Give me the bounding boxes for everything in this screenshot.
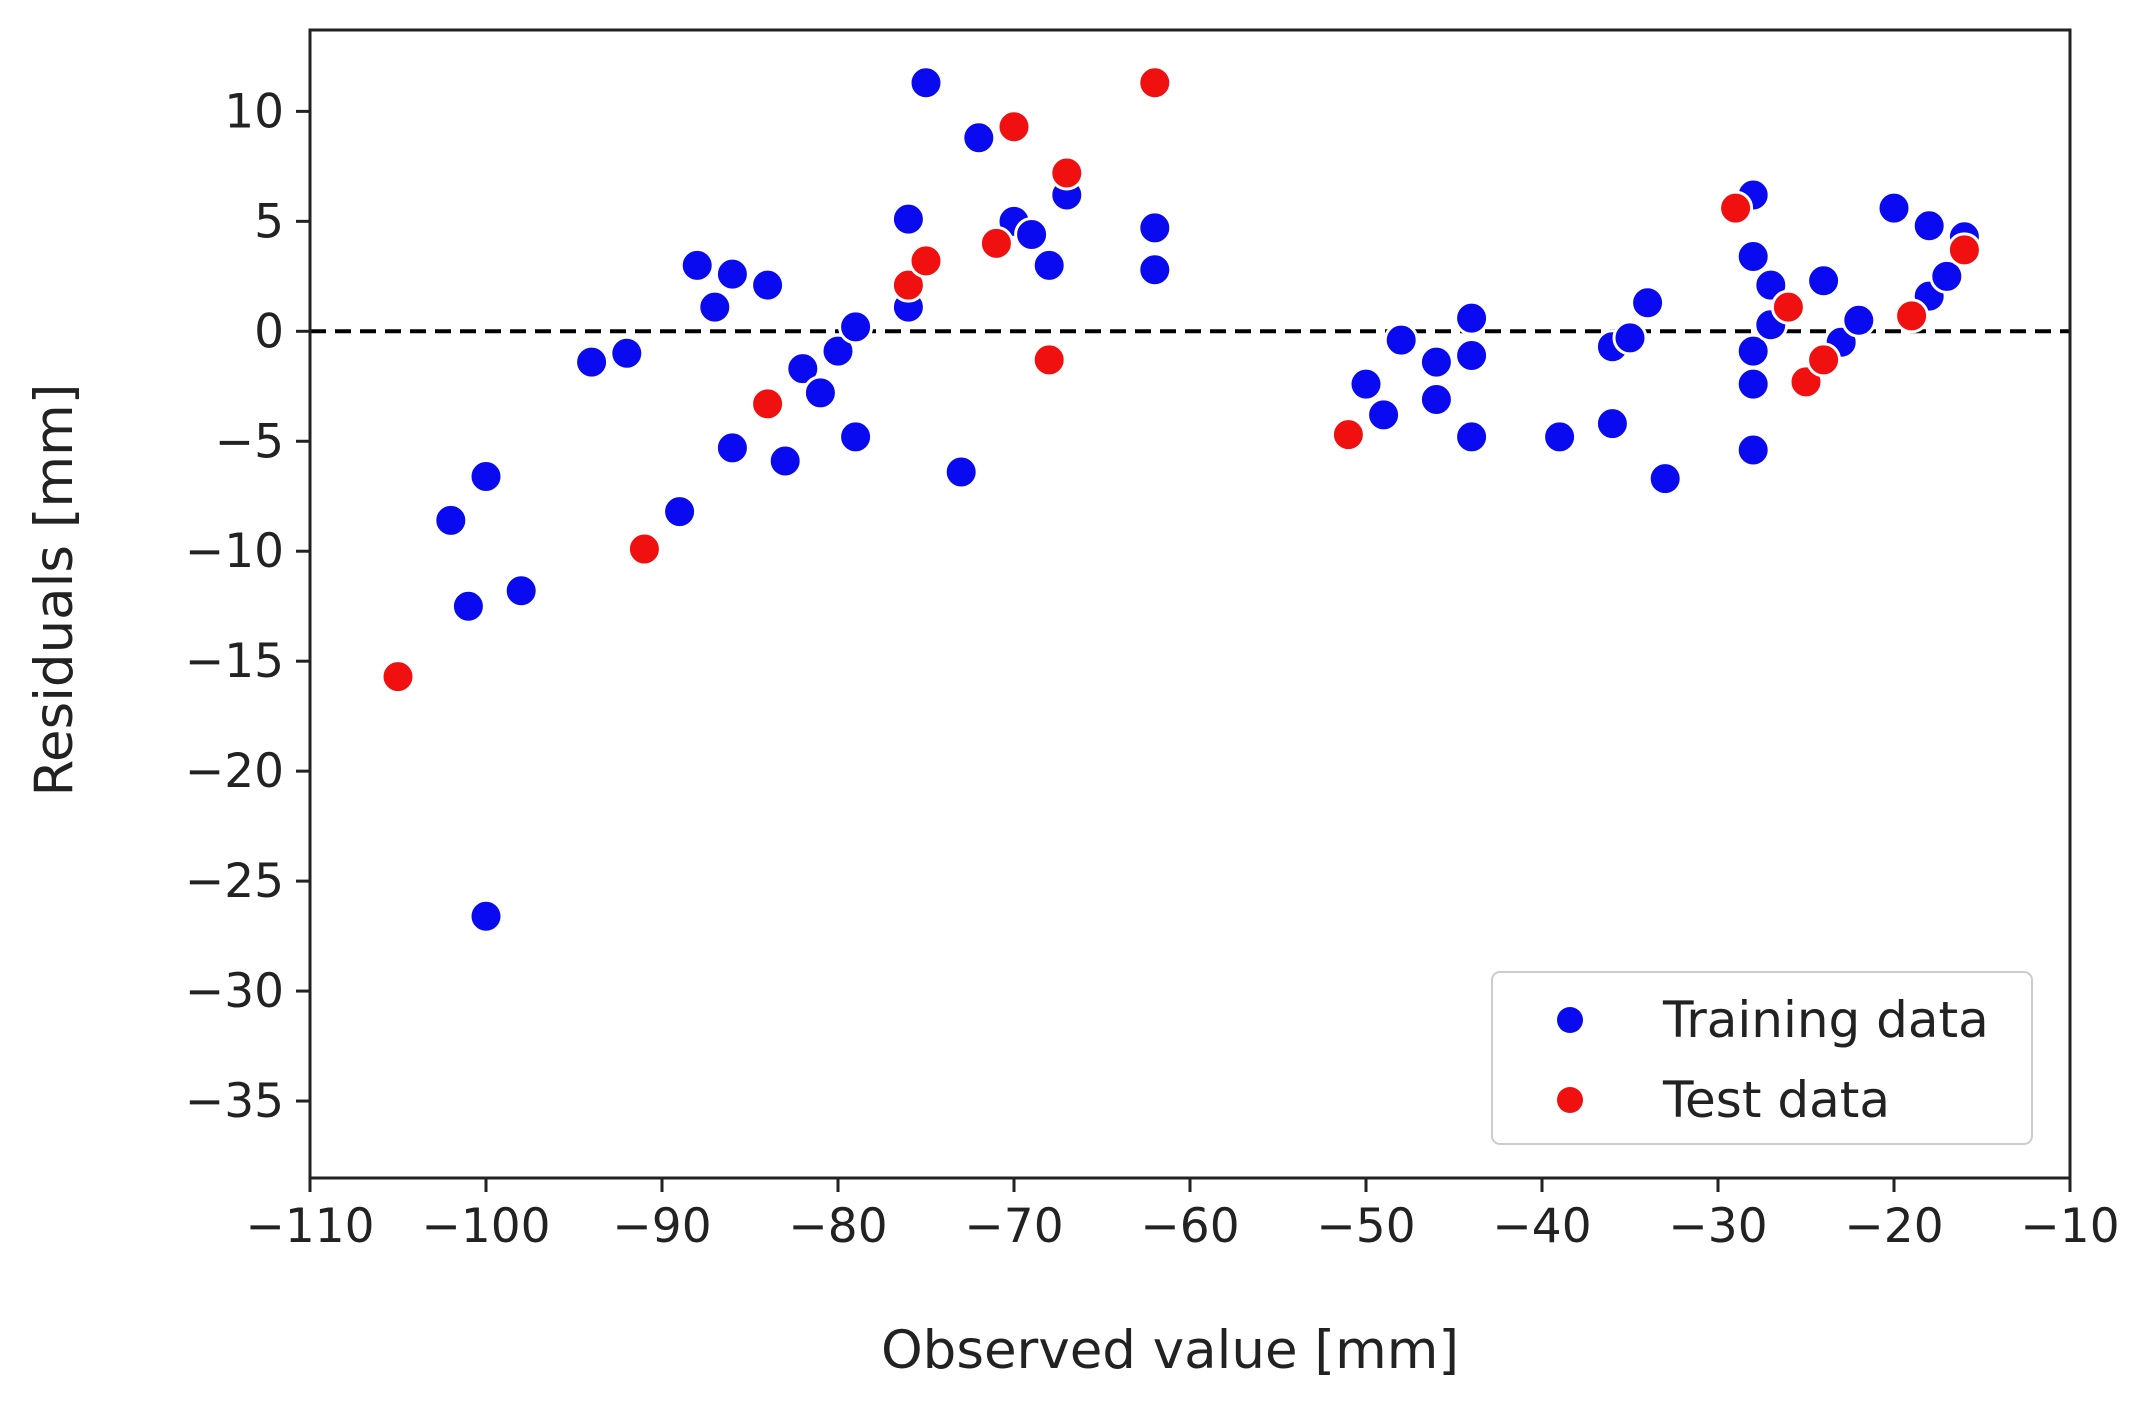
training-data-point <box>1454 419 1490 455</box>
test-data-point <box>1718 190 1754 226</box>
training-data-point <box>802 375 838 411</box>
test-data-point <box>380 659 416 695</box>
training-data-point <box>1366 397 1402 433</box>
x-tick-label: −80 <box>788 1199 887 1254</box>
legend-marker-training <box>1557 1007 1583 1033</box>
training-data-point <box>609 335 645 371</box>
x-tick-label: −50 <box>1316 1199 1415 1254</box>
x-tick-label: −60 <box>1140 1199 1239 1254</box>
training-data-point <box>433 502 469 538</box>
x-tick-label: −110 <box>245 1199 374 1254</box>
y-tick-label: −15 <box>185 634 284 689</box>
training-data-point <box>503 573 539 609</box>
training-data-point <box>574 344 610 380</box>
legend-label-training: Training data <box>1662 991 1989 1049</box>
training-data-point <box>714 256 750 292</box>
training-data-point <box>468 458 504 494</box>
test-data-point <box>1137 65 1173 101</box>
y-tick-label: −20 <box>185 744 284 799</box>
training-data-point <box>697 289 733 325</box>
training-data-point <box>767 443 803 479</box>
y-tick-label: −25 <box>185 854 284 909</box>
test-data-point <box>978 225 1014 261</box>
test-data-point <box>626 531 662 567</box>
training-data-point <box>1454 300 1490 336</box>
y-tick-label: 10 <box>224 84 284 139</box>
x-tick-label: −30 <box>1668 1199 1767 1254</box>
test-data-point <box>996 109 1032 145</box>
x-tick-label: −90 <box>612 1199 711 1254</box>
training-data-point <box>679 247 715 283</box>
training-data-point <box>890 201 926 237</box>
x-tick-label: −10 <box>2020 1199 2119 1254</box>
training-data-point <box>1735 239 1771 275</box>
y-tick-label: 0 <box>254 304 284 359</box>
tick-marks-layer <box>296 109 2072 1192</box>
y-tick-label: −35 <box>185 1074 284 1129</box>
training-data-point <box>1137 210 1173 246</box>
training-data-point <box>1612 320 1648 356</box>
x-tick-label: −100 <box>421 1199 550 1254</box>
test-data-point <box>1049 155 1085 191</box>
training-data-point <box>961 120 997 156</box>
training-data-point <box>1841 302 1877 338</box>
training-data-point <box>1911 208 1947 244</box>
training-data-point <box>1031 247 1067 283</box>
training-data-point <box>1137 252 1173 288</box>
training-data-point <box>1929 258 1965 294</box>
test-data-point <box>1770 289 1806 325</box>
training-data-point <box>750 267 786 303</box>
y-tick-label: −10 <box>185 524 284 579</box>
legend-marker-test <box>1557 1087 1583 1113</box>
tick-labels-layer: −110 −100 −90 −80 −70 −60 −50 −40 −30 −20 −10−35−3… <box>185 84 2120 1254</box>
training-data-point <box>450 588 486 624</box>
training-data-point <box>1418 381 1454 417</box>
training-data-point <box>1014 217 1050 253</box>
x-tick-label: −40 <box>1492 1199 1591 1254</box>
training-data-point <box>1594 406 1630 442</box>
training-data-point <box>820 333 856 369</box>
training-data-point <box>662 494 698 530</box>
training-data-point <box>1735 366 1771 402</box>
legend: Training data Test data <box>1491 971 2033 1145</box>
test-data-point <box>1946 232 1982 268</box>
data-points-layer <box>380 65 1982 934</box>
training-data-point <box>838 309 874 345</box>
training-data-point <box>468 898 504 934</box>
legend-label-test: Test data <box>1662 1071 1890 1129</box>
training-data-point <box>714 430 750 466</box>
training-data-point <box>1454 337 1490 373</box>
training-data-point <box>838 419 874 455</box>
y-axis-label: Residuals [mm] <box>24 384 85 797</box>
y-tick-label: −5 <box>215 414 284 469</box>
training-data-point <box>785 351 821 387</box>
x-tick-label: −70 <box>964 1199 1063 1254</box>
test-data-point <box>1330 417 1366 453</box>
training-data-point <box>1876 190 1912 226</box>
training-data-point <box>1348 366 1384 402</box>
training-data-point <box>1630 285 1666 321</box>
training-data-point <box>1542 419 1578 455</box>
y-tick-label: −30 <box>185 964 284 1019</box>
y-tick-label: 5 <box>254 194 284 249</box>
training-data-point <box>1647 461 1683 497</box>
training-data-point <box>1735 432 1771 468</box>
test-data-point <box>750 386 786 422</box>
training-data-point <box>908 65 944 101</box>
x-tick-label: −20 <box>1844 1199 1943 1254</box>
legend-box <box>1491 971 2033 1145</box>
training-data-point <box>1806 263 1842 299</box>
test-data-point <box>908 243 944 279</box>
x-axis-label: Observed value [mm] <box>881 1320 1459 1381</box>
test-data-point <box>890 267 926 303</box>
training-data-point <box>1418 344 1454 380</box>
test-data-point <box>1806 342 1842 378</box>
training-data-point <box>943 454 979 490</box>
test-data-point <box>1894 298 1930 334</box>
test-data-point <box>1031 342 1067 378</box>
training-data-point <box>1383 322 1419 358</box>
